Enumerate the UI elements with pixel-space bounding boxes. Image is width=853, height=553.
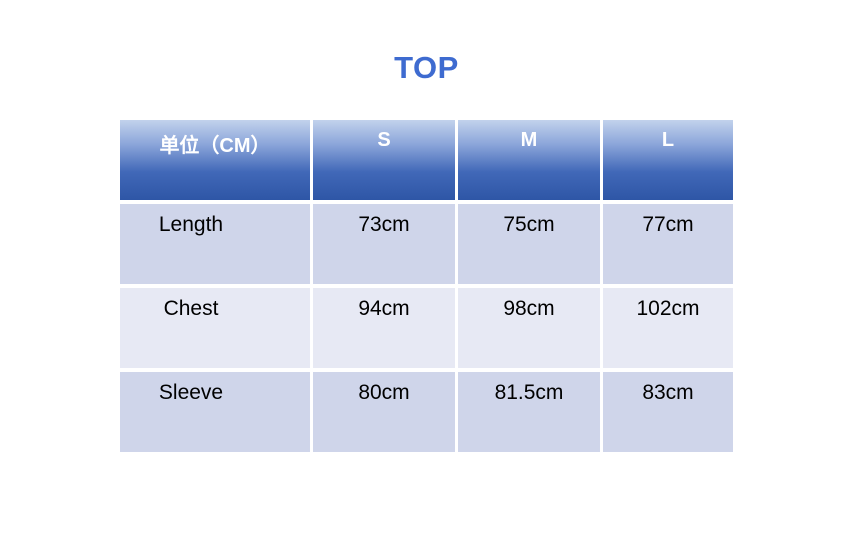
header-cell-unit: 单位（CM）	[120, 120, 310, 200]
header-cell-size-s: S	[313, 120, 455, 200]
row-label-cell: Sleeve	[120, 372, 310, 452]
size-table: 单位（CM） S M L Length 73cm 75cm 77cm Chest…	[120, 120, 733, 452]
header-cell-size-m: M	[458, 120, 600, 200]
size-value-cell: 98cm	[458, 288, 600, 368]
size-value-cell: 77cm	[603, 204, 733, 284]
header-cell-size-l: L	[603, 120, 733, 200]
row-label-cell: Length	[120, 204, 310, 284]
size-value-cell: 73cm	[313, 204, 455, 284]
size-value-cell: 94cm	[313, 288, 455, 368]
size-value-cell: 80cm	[313, 372, 455, 452]
size-value-cell: 83cm	[603, 372, 733, 452]
size-value-cell: 75cm	[458, 204, 600, 284]
size-value-cell: 81.5cm	[458, 372, 600, 452]
row-label-cell: Chest	[120, 288, 310, 368]
size-value-cell: 102cm	[603, 288, 733, 368]
page-title: TOP	[394, 50, 459, 85]
